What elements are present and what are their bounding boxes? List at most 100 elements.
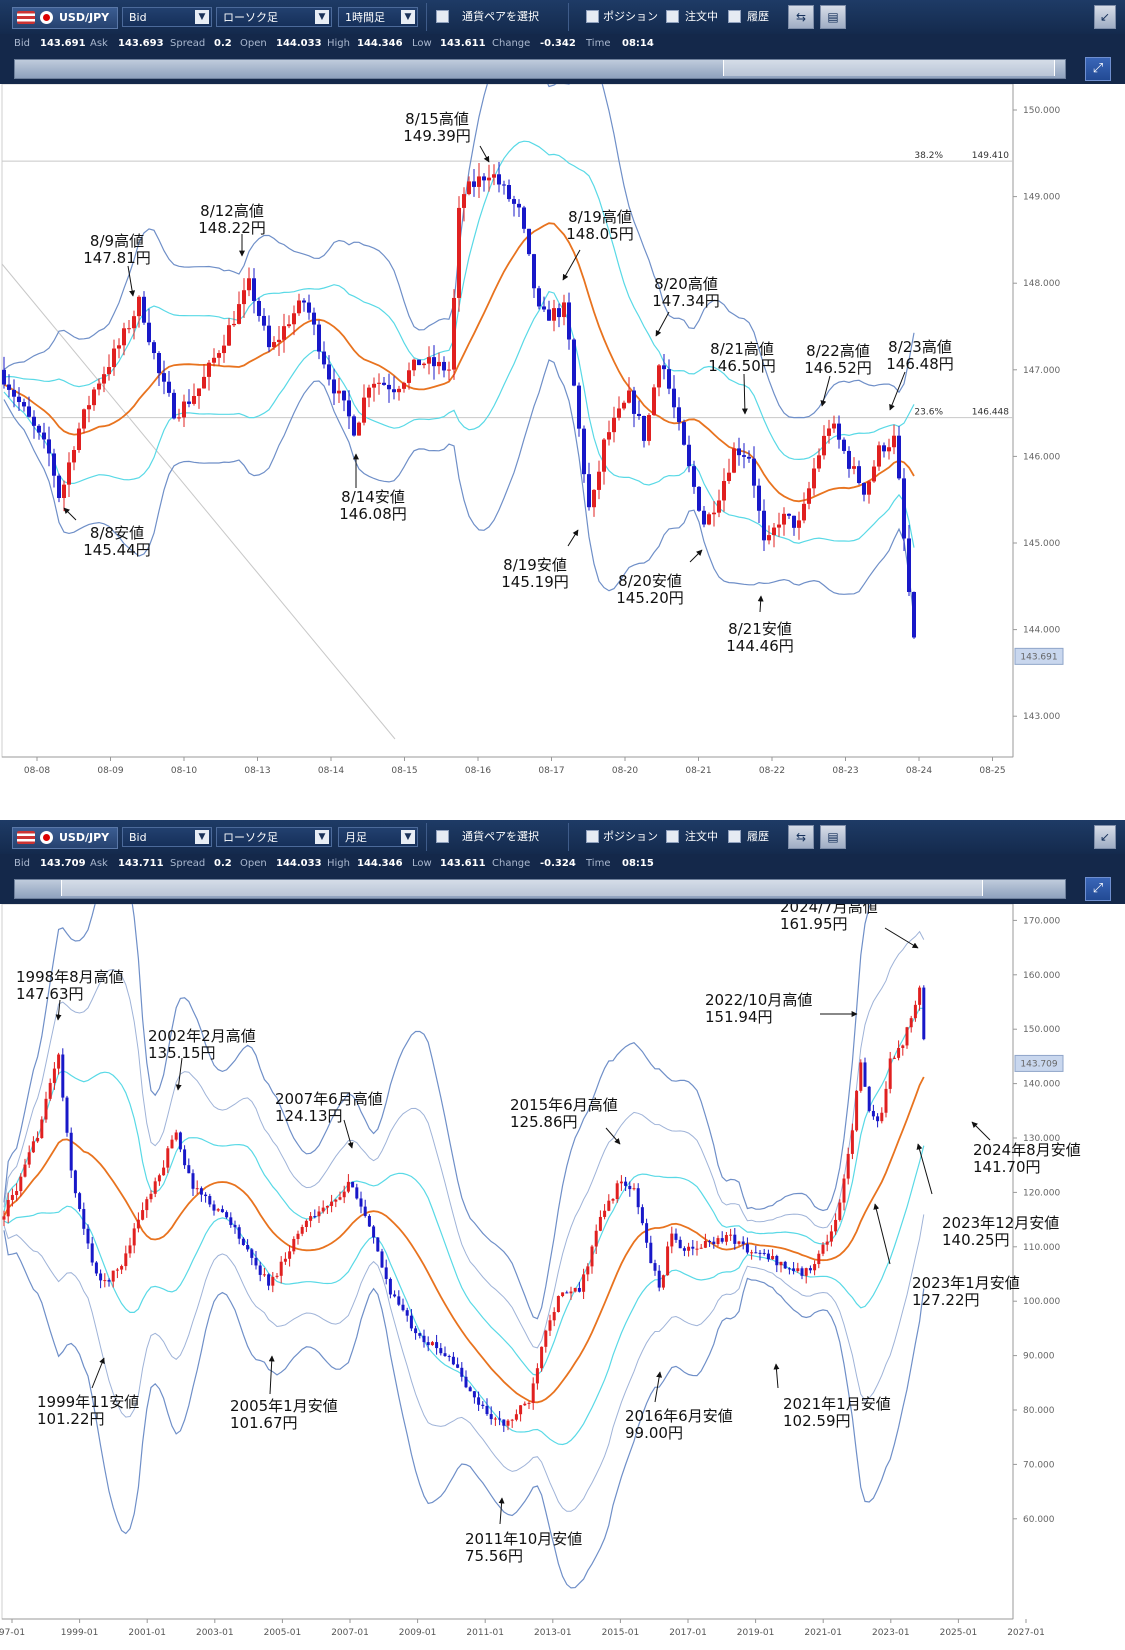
select-pair-checkbox[interactable]	[436, 830, 449, 843]
annotation-label: 2024/7月高値	[780, 904, 878, 916]
annotation-arrow	[498, 1497, 505, 1525]
candle-body	[78, 1193, 82, 1209]
x-tick-label: 2023-01	[872, 1628, 910, 1638]
candle-body	[112, 348, 116, 368]
candle-body	[552, 308, 556, 321]
bollinger-lower-outer	[3, 1230, 925, 1589]
navigator-window[interactable]	[61, 880, 983, 896]
candle-body	[745, 1244, 749, 1253]
annotation-value: 141.70円	[973, 1158, 1041, 1176]
high-label: High	[327, 858, 350, 869]
x-tick-label: 2009-01	[399, 1628, 437, 1638]
candle-body	[472, 181, 476, 187]
price-type-select[interactable]: Bid ▼	[122, 827, 212, 847]
candle-body	[502, 1419, 506, 1426]
candle-body	[187, 401, 191, 404]
orders-checkbox[interactable]	[666, 830, 679, 843]
layout-button[interactable]: ▤	[820, 5, 846, 29]
candle-body	[653, 1263, 657, 1271]
chart-kind-select[interactable]: ローソク足 ▼	[216, 7, 332, 27]
orders-checkbox[interactable]	[666, 10, 679, 23]
candle-body	[115, 1269, 119, 1271]
position-checkbox[interactable]	[586, 830, 599, 843]
collapse-button[interactable]: ↙	[1094, 825, 1116, 849]
candle-body	[426, 1342, 430, 1346]
annotation-arrow	[654, 1371, 663, 1403]
candle-body	[437, 361, 441, 367]
navigator-window[interactable]	[723, 60, 1055, 76]
select-pair-checkbox[interactable]	[436, 10, 449, 23]
collapse-button[interactable]: ↙	[1094, 5, 1116, 29]
expand-icon: ⤢	[1092, 61, 1104, 76]
candle-body	[727, 472, 731, 482]
candle-body	[145, 1199, 149, 1211]
chart-settings-button[interactable]: ⇆	[788, 5, 814, 29]
layout-button[interactable]: ▤	[820, 825, 846, 849]
spread-value: 0.2	[214, 38, 232, 49]
candle-body	[242, 290, 246, 305]
candle-body	[842, 439, 846, 451]
candle-body	[612, 417, 616, 433]
chart-area[interactable]: 180.000170.000160.000150.000140.000130.0…	[0, 904, 1125, 1650]
candle-body	[842, 1178, 846, 1203]
orders-label: 注文中	[685, 10, 718, 23]
candle-body	[464, 1376, 468, 1388]
candle-body	[632, 390, 636, 414]
candle-body	[771, 1255, 775, 1260]
candle-body	[120, 1266, 124, 1270]
history-checkbox[interactable]	[728, 10, 741, 23]
candle-body	[300, 1227, 304, 1234]
annotation-label: 2016年6月安値	[625, 1407, 733, 1425]
candle-body	[742, 455, 746, 457]
chart-settings-button[interactable]: ⇆	[788, 825, 814, 849]
candle-body	[37, 425, 41, 433]
candle-body	[837, 423, 841, 440]
currency-pair-button[interactable]: USD/JPY	[12, 7, 118, 29]
candle-body	[277, 339, 281, 343]
candlestick-chart[interactable]: 150.000 149.000 148.000 147.000 146.000 145.0…	[0, 84, 1125, 820]
candle-body	[674, 1233, 678, 1240]
candle-body	[197, 388, 201, 397]
candle-body	[752, 458, 756, 486]
candle-body	[747, 456, 751, 459]
chart-kind-select[interactable]: ローソク足 ▼	[216, 827, 332, 847]
candle-body	[695, 1248, 699, 1250]
candle-body	[212, 357, 216, 363]
navigator-track[interactable]	[14, 59, 1066, 79]
candle-body	[562, 302, 566, 318]
annotation-label: 2015年6月高値	[510, 1096, 618, 1114]
candle-body	[697, 486, 701, 511]
candle-body	[468, 1387, 472, 1392]
timeframe-select[interactable]: 1時間足 ▼	[338, 7, 418, 27]
y-tick-label: 150.000	[1023, 1025, 1060, 1035]
currency-pair-button[interactable]: USD/JPY	[12, 827, 118, 849]
chevron-down-icon: ▼	[315, 830, 329, 844]
candle-body	[887, 447, 891, 452]
y-tick-label: 144.000	[1023, 626, 1060, 636]
candle-body	[619, 1181, 623, 1184]
navigator-expand-button[interactable]: ⤢	[1085, 57, 1111, 81]
navigator-expand-button[interactable]: ⤢	[1085, 877, 1111, 901]
timeframe-select[interactable]: 月足 ▼	[338, 827, 418, 847]
history-checkbox[interactable]	[728, 830, 741, 843]
candle-body	[367, 387, 371, 398]
candle-body	[852, 466, 856, 469]
candle-body	[572, 339, 576, 386]
candle-body	[662, 365, 666, 370]
price-type-select[interactable]: Bid ▼	[122, 7, 212, 27]
candle-body	[178, 1132, 182, 1150]
navigator-track[interactable]	[14, 879, 1066, 899]
position-checkbox[interactable]	[586, 10, 599, 23]
chart-area[interactable]: 150.000 149.000 148.000 147.000 146.000 145.0…	[0, 84, 1125, 820]
candle-body	[174, 1132, 178, 1140]
candle-body	[351, 1181, 355, 1188]
candle-body	[275, 1275, 279, 1277]
candle-body	[7, 384, 11, 390]
candle-body	[48, 1082, 52, 1099]
annotation-value: 146.48円	[886, 355, 954, 373]
annotation-arrow	[773, 1363, 780, 1389]
candlestick-chart[interactable]: 180.000170.000160.000150.000140.000130.0…	[0, 904, 1125, 1650]
candle-body	[497, 174, 501, 185]
collapse-arrow-icon: ↙	[1099, 10, 1111, 24]
change-value: -0.324	[540, 858, 576, 869]
